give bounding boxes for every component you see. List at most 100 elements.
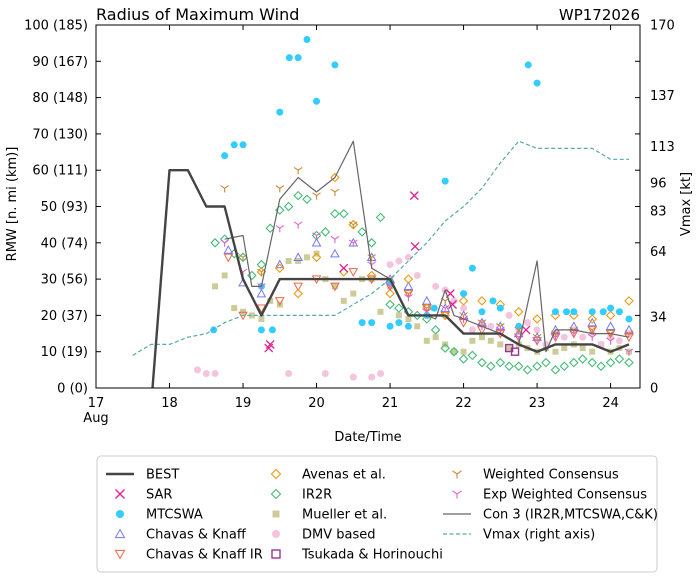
data-point [469,337,476,344]
data-point [220,239,229,247]
data-point [285,257,292,264]
y-axis-label: RMW [n. mi (km)] [5,147,20,262]
data-point [357,227,367,237]
y-tick-label: 90 (167) [32,55,88,70]
data-point [449,346,459,357]
data-point [458,354,469,364]
data-point [624,348,634,356]
series-vmax-right-axis [132,140,629,356]
data-point [605,321,616,330]
data-point [532,314,542,324]
series-tsukada-horinouchi [504,343,520,356]
data-point [256,288,267,298]
data-point [331,283,338,290]
legend-label: Avenas et al. [302,468,386,483]
y2-tick-label: 64 [650,245,667,260]
legend-item-ir2r: IR2R [270,488,332,503]
data-point [293,166,303,175]
y-tick-label: 50 (93) [41,200,88,215]
data-point [579,333,587,341]
legend-label: Mueller et al. [302,508,387,523]
legend-item-tsukada-horinouchi: Tsukada & Horinouchi [271,548,443,563]
legend-label: Weighted Consensus [483,468,619,483]
series-ir2r [210,190,634,375]
legend-label: Exp Weighted Consensus [483,488,647,503]
data-point [330,248,340,258]
data-point [202,369,210,377]
data-point [302,194,312,205]
legend-swatch [114,549,126,560]
legend-swatch [270,468,282,480]
data-point [458,296,469,306]
data-point [460,348,467,355]
data-point [385,299,395,310]
data-point [395,319,403,327]
legend-item-chavas-knaff-ir: Chavas & Knaff IR [114,548,263,563]
data-point [368,319,376,327]
series-sar [264,191,531,353]
data-point [569,330,579,338]
data-point [330,282,340,292]
data-point [487,337,494,344]
data-point [394,303,404,313]
legend: BEST SAR MTCSWA Chavas & Knaff Chavas & Knaf… [96,455,658,573]
series-line [132,140,629,356]
data-point [285,54,293,62]
data-point [497,341,504,348]
data-point [320,227,331,237]
data-point [524,319,532,327]
data-point [275,185,285,193]
data-point [440,343,450,353]
y2-tick-label: 96 [650,176,667,191]
data-point [485,361,496,371]
data-point [368,373,376,381]
data-point [193,366,201,374]
data-point [562,308,570,316]
data-point [409,191,419,201]
data-point [588,308,596,316]
data-point [221,272,228,279]
data-point [265,339,275,349]
data-point [404,322,412,330]
data-point [395,257,403,265]
plot-background [96,25,640,388]
legend-label: Vmax (right axis) [483,528,595,543]
data-point [489,297,497,305]
series-con-3-ir2r-mtcswa-c-k [224,140,630,353]
data-point [624,296,634,306]
data-point [350,290,357,297]
data-point [330,188,340,196]
data-point [451,348,458,355]
y2-tick-label: 170 [650,19,675,34]
plot-area [95,24,641,389]
data-point [212,283,219,290]
data-point [561,345,568,352]
x-tick-label: 17 [88,396,105,411]
data-point [468,264,476,272]
data-point [313,97,321,105]
series-best [151,168,630,388]
data-point [440,304,450,313]
data-point [589,348,596,355]
data-point [615,308,623,316]
data-point [265,223,276,234]
data-point [422,314,432,324]
data-point [366,238,377,248]
data-point [412,310,423,321]
data-point [430,304,438,312]
data-point [258,316,265,323]
legend-swatch [452,490,462,499]
data-point [376,369,384,377]
data-point [533,326,541,334]
data-point [230,141,238,149]
x-tick-sublabel: Aug [83,411,108,426]
data-point [587,314,597,324]
data-point [211,369,219,377]
data-point [293,252,304,262]
data-point [495,357,506,368]
data-point [521,325,531,335]
data-point [615,337,623,345]
data-point [311,237,322,247]
legend-item-chavas-knaff: Chavas & Knaff [114,528,247,543]
data-point [294,54,302,62]
